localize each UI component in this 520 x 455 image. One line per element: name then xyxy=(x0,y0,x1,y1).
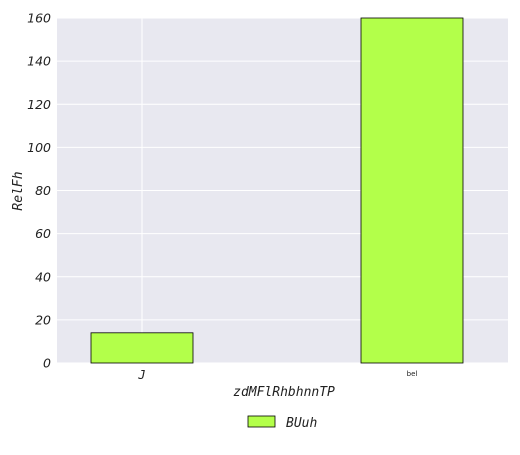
y-tick-label: 160 xyxy=(27,11,51,26)
legend: BUuh xyxy=(247,415,317,431)
bar-J xyxy=(90,332,194,364)
y-tick-label: 60 xyxy=(35,226,51,241)
bar-bel xyxy=(360,17,464,364)
y-tick-label: 120 xyxy=(27,97,51,112)
legend-label: BUuh xyxy=(286,416,317,431)
y-tick-label: 140 xyxy=(27,54,51,69)
x-axis-label: zdMFlRhbhnnTP xyxy=(233,385,335,400)
y-tick-label: 0 xyxy=(43,356,51,371)
x-tick-label: bel xyxy=(407,370,418,378)
legend-swatch xyxy=(247,415,276,428)
y-tick-label: 100 xyxy=(27,140,51,155)
y-axis-label: RelFh xyxy=(11,171,26,210)
y-tick-labels: 0 20 40 60 80 100 120 140 160 xyxy=(27,11,51,371)
bars xyxy=(90,17,464,364)
y-tick-label: 80 xyxy=(35,183,51,198)
y-tick-label: 20 xyxy=(35,312,51,327)
x-tick-label: J xyxy=(137,368,145,382)
y-tick-label: 40 xyxy=(35,269,51,284)
